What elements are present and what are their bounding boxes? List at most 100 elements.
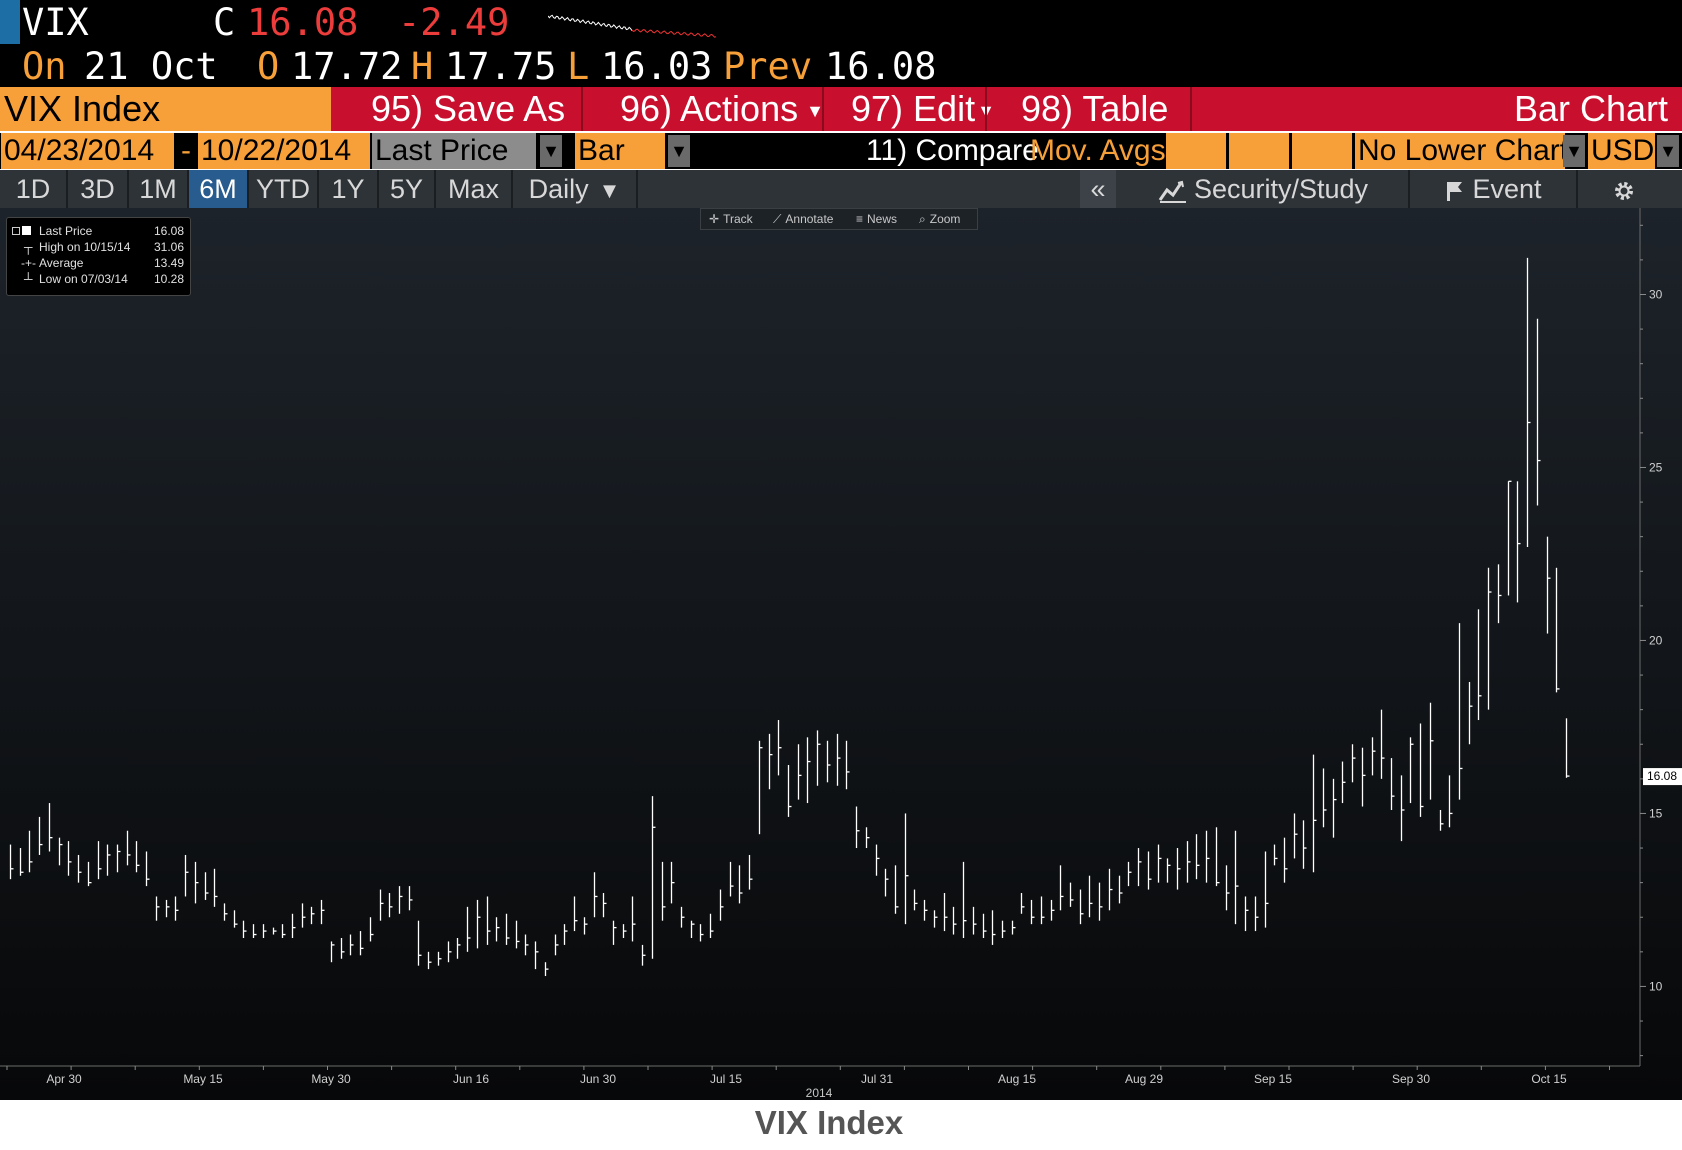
x-tick-label: Apr 30 (46, 1072, 82, 1086)
ohlc-bar (242, 920, 247, 938)
ohlc-bar (1020, 893, 1025, 914)
save-as-button[interactable]: 95) Save As (371, 88, 566, 129)
start-date-field[interactable]: 04/23/2014 (1, 133, 174, 169)
ohlc-bar (369, 917, 374, 942)
ohlc-bar (1293, 813, 1298, 859)
ticker-symbol[interactable]: VIX (22, 1, 89, 44)
chart-legend[interactable]: Last Price 16.08 ┬ High on 10/15/14 31.0… (6, 217, 191, 296)
ohlc-bar (1332, 778, 1337, 838)
ohlc-bar (1079, 889, 1084, 925)
legend-row-average: -+- Average 13.49 (12, 255, 184, 271)
lower-chart-dropdown-icon[interactable]: ▼ (1563, 135, 1585, 167)
range-tab-6m[interactable]: 6M (189, 170, 247, 208)
zoom-tool[interactable]: ⌕ Zoom (919, 209, 960, 229)
open-price: 17.72 (291, 45, 403, 88)
y-axis: 10 15 20 25 30 (1640, 224, 1663, 1057)
ohlc-bar (272, 927, 277, 935)
ohlc-bar (116, 844, 121, 873)
ohlc-bar (1371, 737, 1376, 776)
close-label: C (213, 1, 236, 44)
ohlc-bar (320, 899, 325, 925)
ohlc-bar (1516, 481, 1521, 603)
range-tab-1y[interactable]: 1Y (331, 174, 365, 204)
mov-avgs-label[interactable]: Mov. Avgs (1030, 134, 1166, 167)
range-tab-3d[interactable]: 3D (80, 174, 115, 204)
gear-icon (1615, 181, 1633, 200)
ohlc-bar (330, 941, 335, 963)
mov-avg-slot-1[interactable] (1166, 133, 1226, 169)
ohlc-bar (97, 841, 102, 880)
price-chart[interactable]: 10 15 20 25 30 Apr 30 May 15 May 30 Jun 16 Jun 3… (0, 208, 1682, 1100)
ohlc-bar (806, 737, 811, 804)
tab-divider (636, 170, 638, 208)
ohlc-bar (1118, 875, 1123, 904)
ohlc-bar (58, 837, 63, 866)
ohlc-bar (1059, 865, 1064, 911)
range-tab-5y[interactable]: 5Y (389, 174, 424, 204)
range-tab-max[interactable]: Max (447, 174, 499, 204)
settings-button[interactable] (1578, 170, 1670, 208)
tab-divider (511, 170, 513, 208)
range-tab-1m[interactable]: 1M (139, 174, 177, 204)
chart-canvas[interactable]: 10 15 20 25 30 Apr 30 May 15 May 30 Jun 16 Jun 3… (0, 208, 1682, 1100)
ohlc-bar (427, 951, 432, 970)
range-tab-1d[interactable]: 1D (15, 174, 51, 204)
compare-button[interactable]: 11) Compare (866, 134, 1039, 167)
ohlc-bar (1195, 834, 1200, 880)
ohlc-bar (1536, 318, 1541, 506)
currency-select[interactable]: USD (1588, 133, 1655, 169)
range-row: 1D 3D 1M 6M YTD 1Y 5Y Max Daily ▼ « Secur… (0, 170, 1682, 208)
frequency-select[interactable]: Daily ▼ (513, 170, 636, 208)
collapse-panel-button[interactable]: « (1080, 170, 1116, 208)
annotate-tool[interactable]: ⟋ Annotate (773, 209, 833, 229)
edit-button[interactable]: 97) Edit▼ (851, 87, 995, 131)
price-field-select[interactable]: Last Price (372, 133, 536, 169)
ohlc-bar (1507, 480, 1512, 596)
mov-avg-slot-3[interactable] (1292, 133, 1352, 169)
x-tick-label: Jun 30 (580, 1072, 616, 1086)
table-button[interactable]: 98) Table (1021, 88, 1169, 129)
ohlc-bar (982, 913, 987, 938)
ohlc-bar (145, 851, 150, 887)
ohlc-bar (174, 896, 179, 921)
chart-style-select[interactable]: Bar (575, 133, 665, 169)
line-chart-icon (1158, 180, 1186, 203)
ohlc-bar (505, 913, 510, 945)
ohlc-bar (1186, 841, 1191, 883)
x-tick-label: May 30 (311, 1072, 351, 1086)
ohlc-bar (1419, 723, 1424, 817)
mov-avg-slot-2[interactable] (1229, 133, 1289, 169)
ohlc-bar (690, 920, 695, 938)
end-date-field[interactable]: 10/22/2014 (198, 133, 370, 169)
range-tab-ytd[interactable]: YTD (256, 174, 310, 204)
ohlc-bar (1361, 747, 1366, 807)
price-change: -2.49 (398, 1, 510, 44)
x-tick-label: May 15 (183, 1072, 223, 1086)
ohlc-bar (1234, 830, 1239, 925)
close-price: 16.08 (247, 1, 359, 44)
ohlc-bar (1147, 851, 1152, 890)
currency-dropdown-icon[interactable]: ▼ (1657, 135, 1679, 167)
tab-divider (317, 170, 319, 208)
security-study-button[interactable]: Security/Study (1118, 170, 1408, 208)
security-field[interactable]: VIX Index (0, 87, 331, 131)
event-button[interactable]: Event (1410, 170, 1576, 208)
track-tool[interactable]: ✛ Track (709, 209, 753, 229)
ohlc-bar (87, 861, 92, 887)
ohlc-bar (223, 903, 228, 921)
price-field-dropdown-icon[interactable]: ▼ (540, 135, 562, 167)
ohlc-bar (1439, 809, 1444, 831)
ohlc-bar (680, 906, 685, 928)
view-title: Bar Chart (1513, 88, 1668, 129)
last-price-label: 16.08 (1647, 769, 1677, 783)
lower-chart-select[interactable]: No Lower Chart (1355, 133, 1568, 169)
ohlc-bar (612, 920, 617, 945)
ohlc-bar (738, 865, 743, 904)
chart-style-dropdown-icon[interactable]: ▼ (668, 135, 690, 167)
ohlc-bar (437, 951, 442, 966)
ohlc-bar (106, 844, 111, 876)
ohlc-bar (1448, 775, 1453, 828)
actions-button[interactable]: 96) Actions ▼ (620, 87, 824, 131)
ohlc-bar (1409, 737, 1414, 804)
news-tool[interactable]: ≡ News (856, 209, 897, 229)
